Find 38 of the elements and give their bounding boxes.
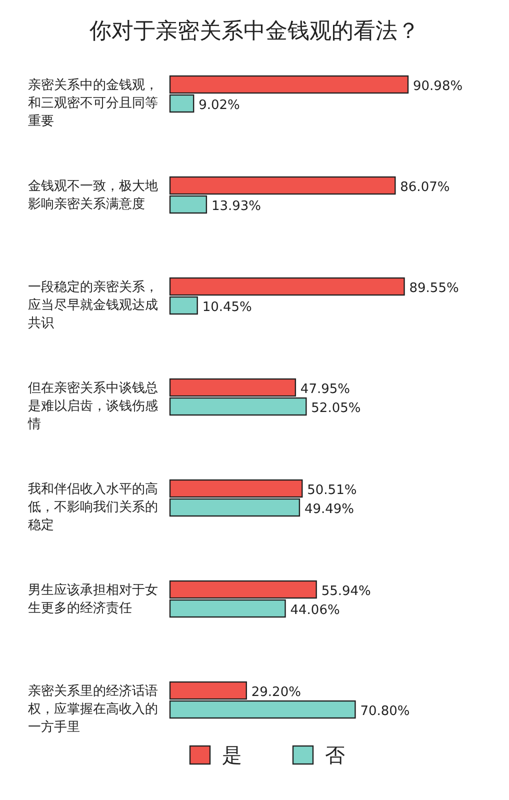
data-label: 70.80% bbox=[360, 704, 410, 719]
y-tick-label: 金钱观不一致，极大地影响亲密关系满意度 bbox=[28, 179, 158, 212]
y-tick-label: 男生应该承担相对于女生更多的经济责任 bbox=[28, 582, 158, 616]
data-label: 9.02% bbox=[198, 98, 240, 113]
bar bbox=[169, 378, 296, 397]
data-label: 47.95% bbox=[300, 382, 350, 397]
bar bbox=[169, 498, 300, 517]
bar bbox=[169, 397, 307, 416]
data-label: 55.94% bbox=[321, 584, 371, 599]
bar bbox=[169, 75, 409, 94]
y-tick-label: 一段稳定的亲密关系，应当尽早就金钱观达成共识 bbox=[28, 280, 158, 331]
bar bbox=[169, 681, 247, 700]
data-label: 86.07% bbox=[400, 180, 450, 195]
data-label: 90.98% bbox=[413, 79, 463, 94]
bar bbox=[169, 195, 208, 214]
chart-title: 你对于亲密关系中金钱观的看法？ bbox=[88, 19, 420, 44]
bar bbox=[169, 599, 286, 618]
data-label: 10.45% bbox=[202, 300, 252, 315]
y-tick-label: 我和伴侣收入水平的高低，不影响我们关系的稳定 bbox=[28, 481, 158, 533]
y-tick-label: 亲密关系中的金钱观，和三观密不可分且同等重要 bbox=[28, 78, 158, 129]
bar bbox=[169, 580, 317, 599]
data-label: 50.51% bbox=[307, 483, 357, 498]
bar bbox=[169, 176, 396, 195]
bar bbox=[169, 296, 198, 315]
data-label: 13.93% bbox=[211, 199, 262, 214]
legend-label: 是 bbox=[222, 743, 242, 767]
data-label: 89.55% bbox=[409, 281, 459, 296]
data-label: 52.05% bbox=[311, 401, 361, 416]
data-label: 29.20% bbox=[251, 685, 301, 700]
legend-label: 否 bbox=[325, 743, 345, 767]
y-tick-label: 亲密关系里的经济话语权，应掌握在高收入的一方手里 bbox=[27, 684, 158, 735]
bar bbox=[169, 479, 303, 498]
data-label: 49.49% bbox=[304, 502, 354, 517]
bar bbox=[169, 94, 194, 113]
bar bbox=[169, 700, 356, 719]
y-tick-label: 但在亲密关系中谈钱总是难以启齿，谈钱伤感情 bbox=[27, 381, 158, 432]
bar bbox=[169, 277, 405, 296]
data-label: 44.06% bbox=[290, 603, 340, 618]
